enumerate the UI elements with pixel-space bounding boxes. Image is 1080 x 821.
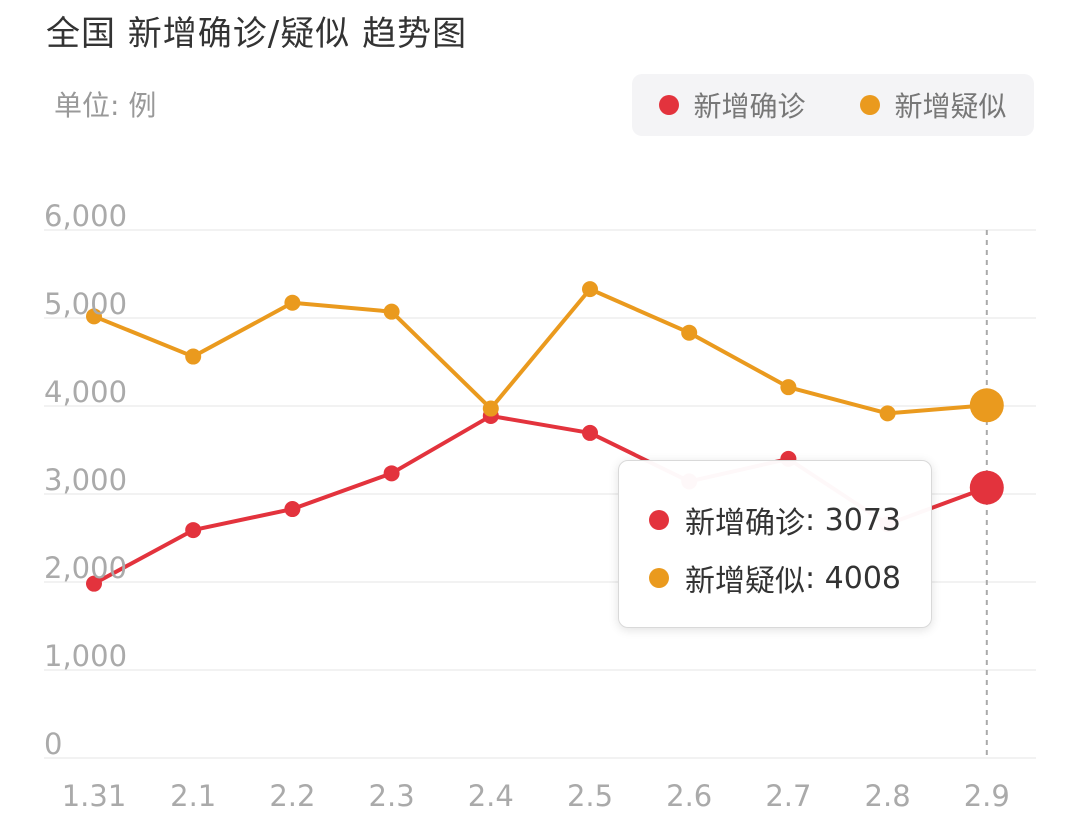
legend-item-suspected[interactable]: 新增疑似: [860, 85, 1007, 125]
tooltip-label-confirmed: 新增确诊: [685, 506, 805, 541]
x-tick-label: 2.3: [369, 779, 415, 813]
data-point-confirmed: [582, 424, 598, 441]
data-point-suspected: [284, 294, 301, 311]
data-point-suspected: [185, 348, 202, 365]
legend-label-confirmed: 新增确诊: [693, 90, 806, 123]
data-point-suspected: [582, 281, 598, 298]
y-tick-label: 3,000: [44, 463, 127, 497]
data-point-suspected: [681, 324, 698, 341]
x-tick-label: 2.2: [269, 779, 315, 813]
x-tick-label: 1.31: [62, 779, 127, 813]
y-tick-label: 1,000: [44, 639, 127, 673]
unit-label: 单位: 例: [54, 89, 157, 122]
legend-dot-suspected-icon: [860, 95, 881, 115]
tooltip-value-confirmed: 3073: [824, 502, 902, 538]
data-point-confirmed: [284, 501, 301, 518]
data-point-suspected: [482, 400, 499, 417]
chart-title: 全国 新增确诊/疑似 趋势图: [46, 14, 468, 54]
y-tick-label: 2,000: [44, 551, 127, 585]
data-point-suspected: [879, 405, 896, 422]
legend-dot-confirmed-icon: [659, 95, 680, 115]
tooltip-row-suspected: 新增疑似: 4008: [649, 549, 931, 607]
x-tick-label: 2.4: [468, 779, 514, 813]
y-tick-label: 4,000: [44, 375, 127, 409]
y-tick-label: 6,000: [44, 199, 127, 233]
x-tick-label: 2.8: [865, 779, 911, 813]
data-point-confirmed: [969, 470, 1004, 505]
x-tick-label: 2.9: [964, 779, 1010, 813]
tooltip-dot-confirmed-icon: [649, 510, 669, 530]
x-tick-label: 2.1: [170, 779, 216, 813]
x-tick-label: 2.5: [567, 779, 613, 813]
data-point-suspected: [383, 303, 400, 320]
tooltip-dot-suspected-icon: [649, 568, 669, 588]
tooltip-row-confirmed: 新增确诊: 3073: [649, 491, 931, 549]
data-point-suspected: [780, 379, 797, 396]
legend: 新增确诊 新增疑似: [632, 74, 1034, 136]
tooltip-label-suspected: 新增疑似: [685, 564, 805, 599]
data-point-confirmed: [86, 575, 102, 592]
x-tick-label: 2.6: [666, 779, 712, 813]
y-tick-label: 5,000: [44, 287, 127, 321]
tooltip-value-suspected: 4008: [824, 560, 902, 596]
legend-label-suspected: 新增疑似: [894, 90, 1007, 123]
data-point-confirmed: [185, 522, 202, 539]
series-line-suspected: [93, 287, 987, 416]
y-tick-label: 0: [44, 727, 62, 761]
data-point-confirmed: [383, 465, 400, 482]
x-tick-label: 2.7: [765, 779, 811, 813]
data-point-suspected: [969, 388, 1004, 423]
tooltip: 新增确诊: 3073 新增疑似: 4008: [618, 460, 932, 628]
data-point-suspected: [86, 308, 102, 325]
legend-item-confirmed[interactable]: 新增确诊: [659, 85, 806, 125]
